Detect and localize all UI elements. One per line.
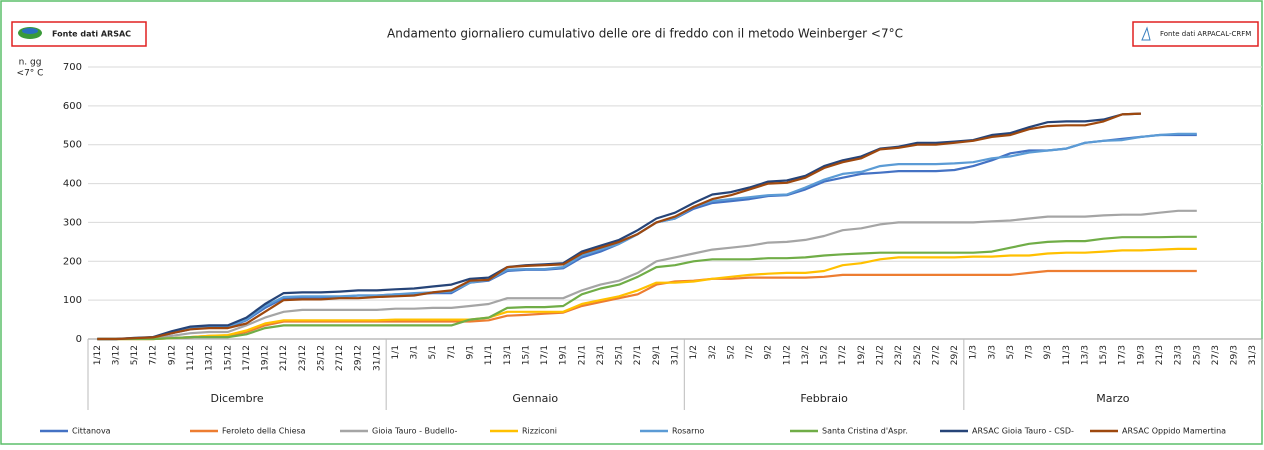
x-tick-label: 7/2 <box>745 345 755 359</box>
x-tick-label: 3/2 <box>708 345 718 359</box>
x-tick-label: 13/1 <box>503 345 513 365</box>
series-line <box>97 112 1141 341</box>
series-line <box>97 209 1197 341</box>
x-tick-label: 5/3 <box>1006 345 1016 359</box>
x-tick-label: 13/2 <box>801 345 811 365</box>
y-tick-label: 400 <box>63 179 82 190</box>
x-tick-label: 11/1 <box>484 345 494 365</box>
x-tick-label: 15/2 <box>820 345 830 365</box>
x-tick-label: 11/3 <box>1062 345 1072 365</box>
x-tick-label: 29/1 <box>652 345 662 365</box>
x-tick-label: 25/2 <box>913 345 923 365</box>
legend-label: Rosarno <box>672 427 704 436</box>
x-tick-label: 23/2 <box>894 345 904 365</box>
x-tick-label: 17/3 <box>1118 345 1128 365</box>
x-tick-label: 11/2 <box>782 345 792 365</box>
x-tick-label: 29/12 <box>354 345 364 371</box>
x-tick-label: 5/2 <box>726 345 736 359</box>
x-tick-label: 31/3 <box>1248 345 1258 365</box>
x-tick-label: 23/12 <box>298 345 308 371</box>
y-tick-label: 600 <box>63 101 82 112</box>
x-tick-label: 1/12 <box>93 345 103 365</box>
x-tick-label: 9/3 <box>1043 345 1053 359</box>
legend-label: Rizziconi <box>522 427 557 436</box>
legend-label: Gioia Tauro - Budello- <box>372 427 458 436</box>
chart-title: Andamento giornaliero cumulativo delle o… <box>387 27 903 41</box>
x-tick-label: 21/2 <box>875 345 885 365</box>
x-tick-label: 17/1 <box>540 345 550 365</box>
x-tick-label: 21/12 <box>279 345 289 371</box>
x-tick-label: 13/3 <box>1080 345 1090 365</box>
x-tick-label: 21/1 <box>577 345 587 365</box>
y-tick-label: 700 <box>63 62 82 73</box>
x-tick-label: 31/12 <box>372 345 382 371</box>
x-tick-label: 13/12 <box>205 345 215 371</box>
x-tick-label: 5/12 <box>130 345 140 365</box>
x-tick-label: 25/12 <box>316 345 326 371</box>
x-tick-label: 3/1 <box>410 345 420 359</box>
group-label: Febbraio <box>800 392 848 405</box>
legend-label: Santa Cristina d'Aspr. <box>822 427 908 436</box>
y-tick-label: 0 <box>76 334 82 345</box>
x-tick-label: 21/3 <box>1155 345 1165 365</box>
y-axis-label: n. gg <box>19 58 42 68</box>
x-tick-label: 15/1 <box>521 345 531 365</box>
x-tick-label: 27/2 <box>931 345 941 365</box>
legend-label: Cittanova <box>72 427 111 436</box>
group-label: Dicembre <box>211 392 264 405</box>
y-tick-label: 200 <box>63 256 82 267</box>
x-tick-label: 31/1 <box>671 345 681 365</box>
x-tick-label: 7/1 <box>447 345 457 359</box>
series-line <box>97 269 1197 341</box>
x-tick-label: 3/3 <box>987 345 997 359</box>
x-tick-label: 11/12 <box>186 345 196 371</box>
x-tick-label: 29/2 <box>950 345 960 365</box>
x-tick-label: 7/3 <box>1025 345 1035 359</box>
x-tick-label: 23/3 <box>1174 345 1184 365</box>
x-tick-label: 3/12 <box>111 345 121 365</box>
x-tick-label: 25/1 <box>615 345 625 365</box>
x-tick-label: 23/1 <box>596 345 606 365</box>
source-left: Fonte dati ARSAC <box>52 30 131 39</box>
x-tick-label: 27/3 <box>1211 345 1221 365</box>
group-label: Gennaio <box>512 392 558 405</box>
x-tick-label: 9/12 <box>167 345 177 365</box>
x-tick-label: 1/2 <box>689 345 699 359</box>
x-tick-label: 9/2 <box>764 345 774 359</box>
y-tick-label: 100 <box>63 295 82 306</box>
x-tick-label: 9/1 <box>466 345 476 359</box>
x-tick-label: 27/1 <box>633 345 643 365</box>
x-tick-label: 5/1 <box>428 345 438 359</box>
x-tick-label: 27/12 <box>335 345 345 371</box>
x-tick-label: 17/12 <box>242 345 252 371</box>
x-tick-label: 7/12 <box>149 345 159 365</box>
x-tick-label: 19/1 <box>559 345 569 365</box>
legend-label: ARSAC Oppido Mamertina <box>1122 427 1226 436</box>
x-tick-label: 19/2 <box>857 345 867 365</box>
group-label: Marzo <box>1096 392 1130 405</box>
logo <box>1141 26 1151 41</box>
x-tick-label: 19/3 <box>1136 345 1146 365</box>
x-tick-label: 25/3 <box>1192 345 1202 365</box>
series-line <box>97 247 1197 341</box>
x-tick-label: 29/3 <box>1230 345 1240 365</box>
logo <box>22 28 38 34</box>
x-tick-label: 19/12 <box>261 345 271 371</box>
legend-label: ARSAC Gioia Tauro - CSD- <box>972 427 1074 436</box>
x-tick-label: 15/3 <box>1099 345 1109 365</box>
y-axis-label: <7° C <box>17 69 44 79</box>
source-right-box <box>1132 21 1259 47</box>
x-tick-label: 1/3 <box>969 345 979 359</box>
x-tick-label: 1/1 <box>391 345 401 359</box>
source-right: Fonte dati ARPACAL-CRFM <box>1160 30 1251 38</box>
x-tick-label: 15/12 <box>223 345 233 371</box>
legend-label: Feroleto della Chiesa <box>222 427 306 436</box>
series-line <box>97 235 1197 341</box>
y-tick-label: 500 <box>63 140 82 151</box>
y-tick-label: 300 <box>63 217 82 228</box>
x-tick-label: 17/2 <box>838 345 848 365</box>
